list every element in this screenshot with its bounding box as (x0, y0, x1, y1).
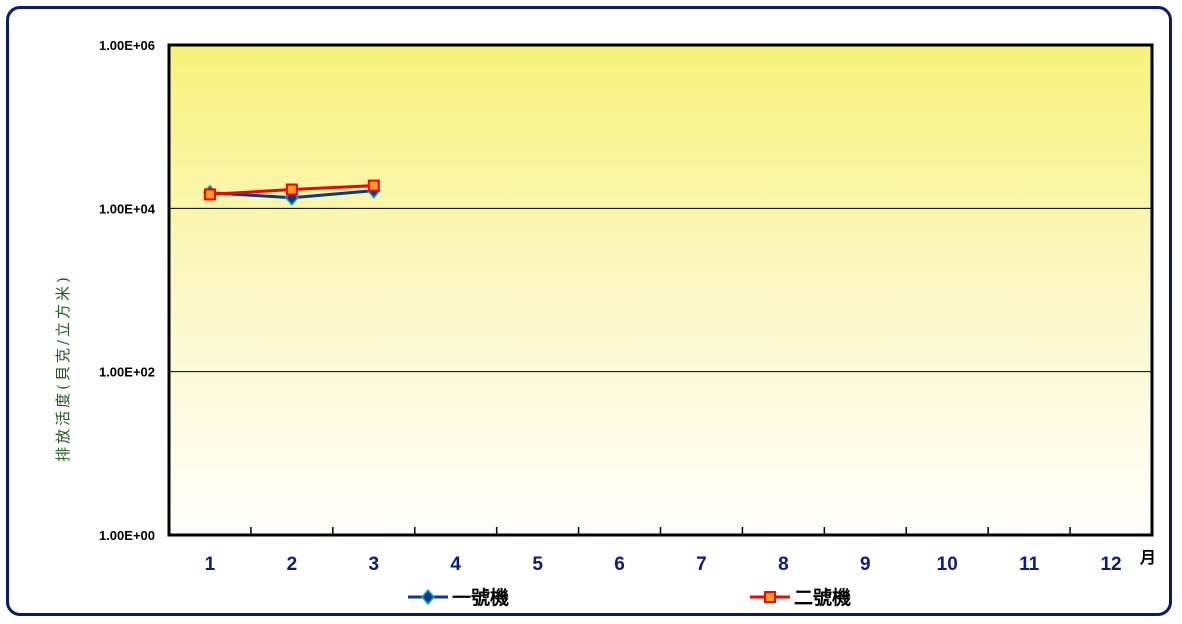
x-tick-label: 2 (287, 554, 298, 575)
x-tick-label: 12 (1100, 554, 1121, 575)
x-tick-label: 9 (860, 554, 871, 575)
y-tick-label: 1.00E+04 (99, 201, 156, 216)
x-tick-label: 6 (614, 554, 625, 575)
y-axis-label: 排放活度(貝克/立方米) (54, 274, 72, 462)
x-tick-label: 8 (778, 554, 789, 575)
series-square (203, 179, 380, 201)
x-tick-label: 7 (696, 554, 707, 575)
x-tick-label: 5 (532, 554, 543, 575)
x-axis-ticks: 1 2 3 4 5 6 7 8 9 10 11 12 (205, 527, 1122, 575)
legend: 一號機 二號機 (408, 586, 851, 609)
x-tick-label: 10 (937, 554, 958, 575)
legend-item: 二號機 (750, 586, 851, 609)
x-tick-label: 11 (1019, 554, 1040, 575)
plot-area (167, 43, 1154, 537)
y-tick-label: 1.00E+00 (99, 528, 155, 543)
legend-label: 一號機 (452, 586, 509, 609)
legend-item: 一號機 (408, 586, 509, 609)
x-tick-label: 4 (450, 554, 461, 575)
y-axis-ticks: 1.00E+00 1.00E+02 1.00E+04 1.00E+06 (99, 38, 156, 543)
data-point (285, 183, 298, 196)
y-tick-label: 1.00E+06 (99, 38, 155, 53)
legend-marker (764, 591, 776, 603)
legend-label: 二號機 (794, 586, 851, 609)
grid-lines (169, 207, 1152, 373)
series-layer (202, 179, 381, 206)
data-point (367, 179, 380, 192)
x-tick-label: 3 (369, 554, 380, 575)
legend-marker (421, 588, 435, 606)
x-tick-label: 1 (205, 554, 216, 575)
y-tick-label: 1.00E+02 (99, 365, 155, 380)
x-axis-label: 月 (1139, 548, 1156, 567)
data-point (203, 188, 216, 201)
